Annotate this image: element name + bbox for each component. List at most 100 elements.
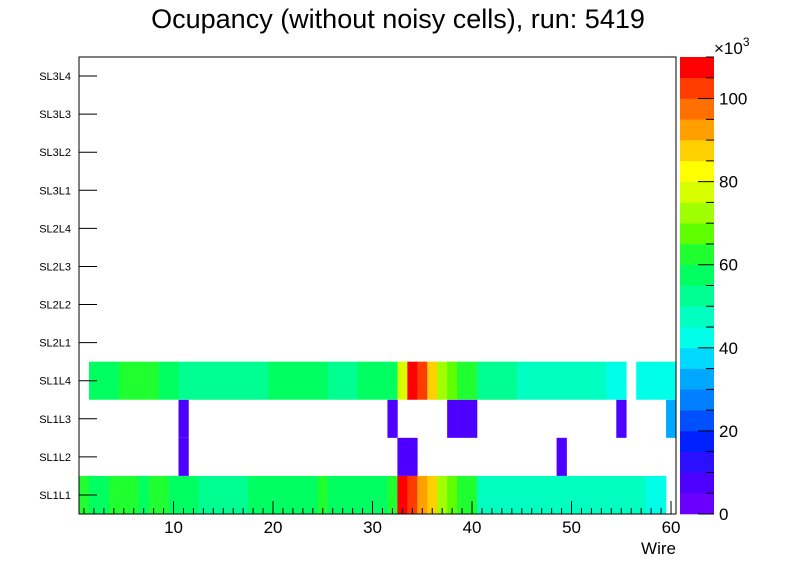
heatmap-cell (566, 361, 577, 400)
heatmap-cell (228, 475, 239, 514)
heatmap-cell (208, 361, 219, 400)
heatmap-cell (477, 475, 488, 514)
x-tick-label: 10 (164, 518, 183, 537)
heatmap-cell (447, 399, 458, 438)
heatmap-cell (178, 361, 189, 400)
heatmap-cell (218, 361, 229, 400)
color-scale-swatch (680, 119, 714, 141)
y-tick-label: SL2L2 (39, 300, 71, 312)
heatmap-cell (158, 475, 169, 514)
heatmap-cell (377, 475, 388, 514)
heatmap-cell (118, 361, 130, 400)
heatmap-cell (108, 361, 120, 400)
heatmap-cell (506, 361, 518, 400)
color-scale-tick-label: 100 (719, 90, 747, 109)
x-axis: 10 20 30 40 50 60 (83, 501, 681, 537)
color-scale-tick-label: 40 (719, 339, 738, 358)
heatmap-cell (178, 475, 189, 514)
heatmap-cell (626, 475, 637, 514)
y-tick-label: SL1L1 (39, 490, 71, 502)
heatmap-cell (516, 361, 528, 400)
heatmap-cell (437, 361, 448, 400)
heatmap-cell (258, 475, 269, 514)
heatmap-cell (258, 361, 269, 400)
color-scale-swatch (680, 368, 714, 390)
heatmap-cell (337, 361, 348, 400)
heatmap-cell (526, 475, 537, 514)
heatmap-cell (108, 475, 120, 514)
heatmap-cells (79, 361, 677, 514)
heatmap-cell (287, 475, 299, 514)
heatmap-cell (397, 437, 408, 476)
heatmap-cell (566, 475, 577, 514)
heatmap-cell (248, 475, 259, 514)
x-tick-label: 20 (264, 518, 283, 537)
heatmap-cell (616, 361, 627, 400)
heatmap-cell (178, 437, 189, 476)
heatmap-cell (347, 361, 358, 400)
heatmap-cell (397, 361, 408, 400)
color-scale (680, 57, 714, 515)
heatmap-cell (467, 399, 478, 438)
heatmap-cell (168, 475, 179, 514)
color-scale-swatch (680, 451, 714, 473)
heatmap-cell (576, 361, 587, 400)
heatmap-cell (178, 399, 189, 438)
heatmap-cell (357, 475, 368, 514)
heatmap-cell (477, 361, 488, 400)
heatmap-cell (417, 361, 428, 400)
y-tick-label: SL3L1 (39, 185, 71, 197)
heatmap-cell (546, 361, 557, 400)
y-tick-label: SL2L1 (39, 338, 71, 350)
heatmap-cell (218, 475, 229, 514)
heatmap-cell (188, 475, 199, 514)
heatmap-cell (387, 399, 398, 438)
color-scale-tick-label: 20 (719, 422, 738, 441)
y-tick-label: SL1L4 (39, 376, 71, 388)
color-scale-tick-label: 0 (719, 505, 728, 524)
color-scale-tick-label: 60 (719, 256, 738, 275)
heatmap-cell (447, 475, 458, 514)
heatmap-cell (556, 437, 567, 476)
heatmap-cell (397, 475, 408, 514)
heatmap-cell (327, 475, 338, 514)
color-scale-swatch (680, 181, 714, 203)
heatmap-cell (646, 475, 657, 514)
heatmap-cell (496, 475, 508, 514)
color-scale-swatch (680, 77, 714, 99)
heatmap-cell (447, 361, 458, 400)
color-scale-swatch (680, 223, 714, 245)
heatmap-cell (158, 361, 169, 400)
color-scale-multiplier: ×103 (714, 35, 750, 58)
heatmap-cell (138, 361, 149, 400)
heatmap-cell (467, 361, 478, 400)
y-tick-label: SL3L2 (39, 147, 71, 159)
color-scale-axis: 0 20 40 60 80 100 (698, 56, 747, 524)
heatmap-cell (506, 475, 518, 514)
heatmap-cell (297, 475, 309, 514)
x-axis-label: Wire (641, 539, 676, 558)
heatmap-cell (636, 361, 647, 400)
heatmap-cell (278, 475, 289, 514)
heatmap-cell (556, 475, 567, 514)
heatmap-cell (198, 361, 209, 400)
x-tick-label: 60 (662, 518, 681, 537)
heatmap-cell (666, 399, 677, 438)
heatmap-cell (238, 361, 249, 400)
heatmap-cell (268, 475, 279, 514)
heatmap-cell (407, 437, 418, 476)
heatmap-cell (596, 361, 607, 400)
color-scale-swatch (680, 493, 714, 515)
color-scale-swatch (680, 389, 714, 411)
heatmap-cell (457, 399, 468, 438)
heatmap-cell (427, 361, 438, 400)
heatmap-cell (238, 475, 249, 514)
heatmap-cell (327, 361, 338, 400)
heatmap-cell (198, 475, 209, 514)
color-scale-swatch (680, 202, 714, 224)
heatmap-cell (407, 475, 418, 514)
color-scale-swatch (680, 285, 714, 307)
heatmap-cell (148, 361, 159, 400)
heatmap-cell (666, 361, 677, 400)
